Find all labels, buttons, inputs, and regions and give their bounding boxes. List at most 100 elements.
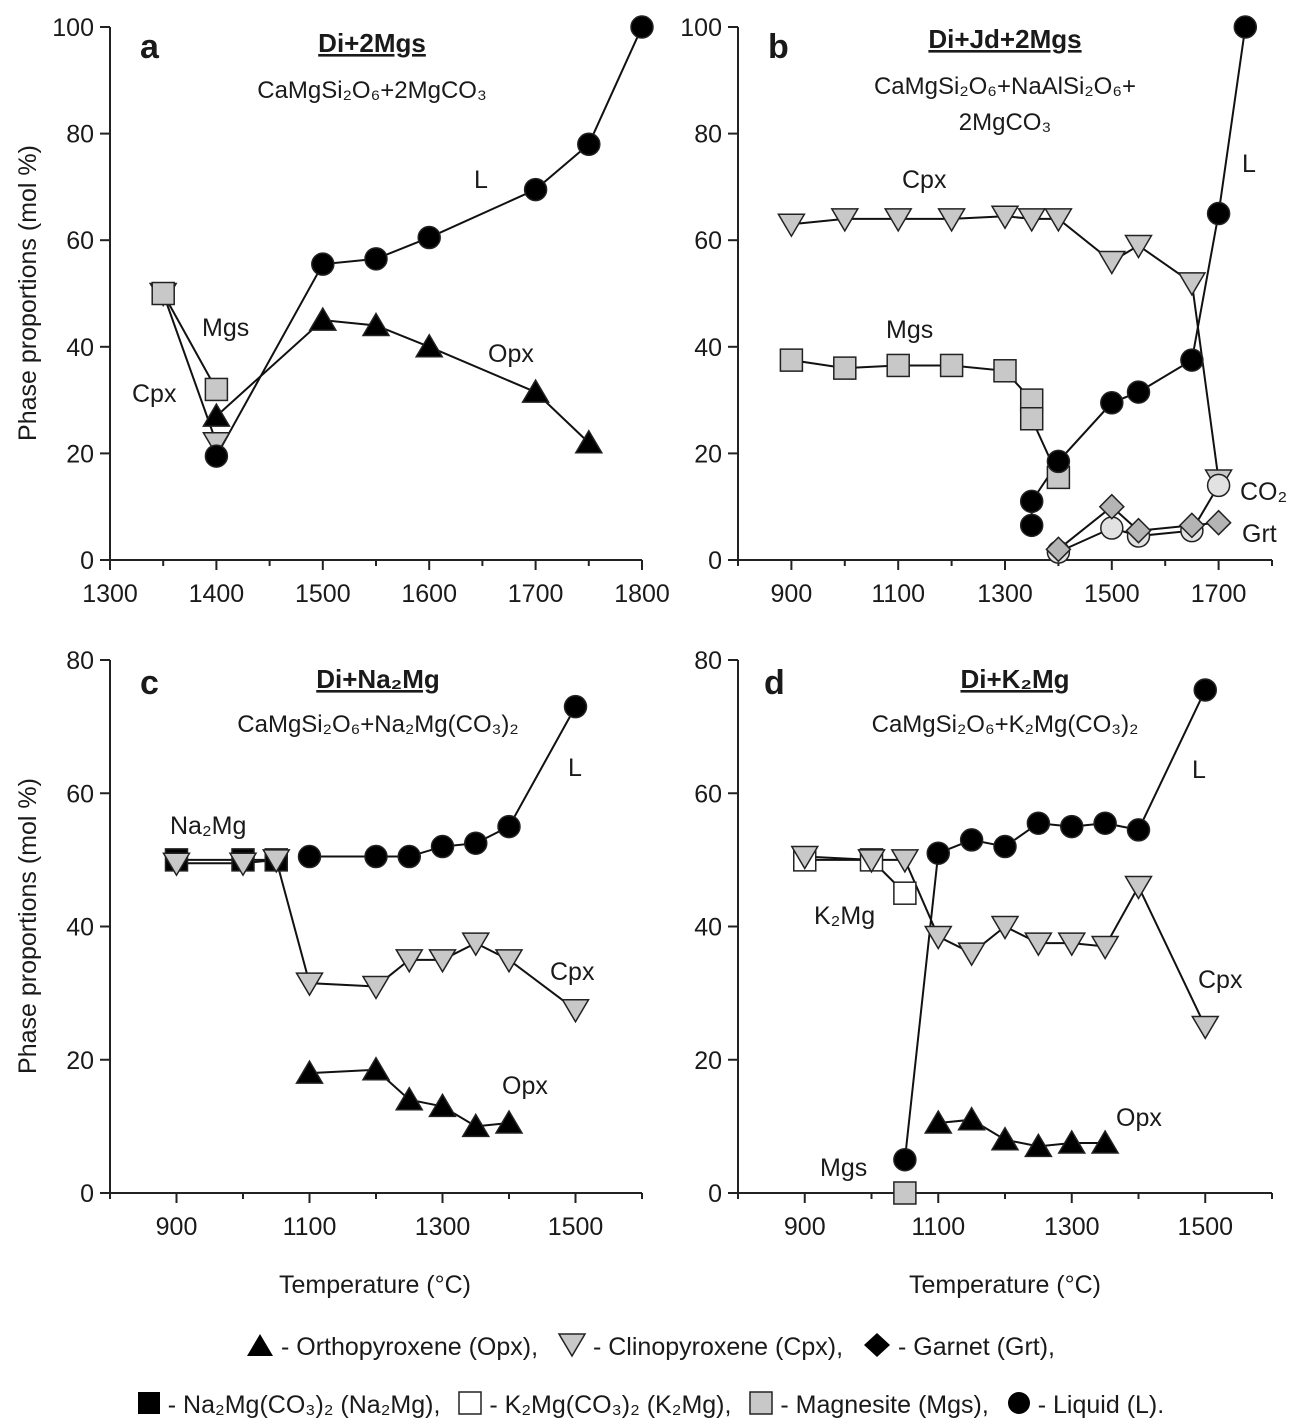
data-point-b-2 <box>1180 348 1204 372</box>
annotation-c-l: L <box>568 754 582 782</box>
data-point-d-4 <box>990 1126 1020 1151</box>
legend-item-cpx: - Clinopyroxene (Cpx), <box>557 1332 843 1362</box>
x-tick-label-a: 1500 <box>295 580 351 608</box>
annotation-d-mgs: Mgs <box>820 1154 867 1182</box>
data-point-d-2 <box>1093 811 1117 835</box>
data-point-b-0 <box>1017 208 1047 233</box>
data-point-b-2 <box>1046 449 1071 474</box>
annotation-b-mgs: Mgs <box>886 316 933 344</box>
data-point-c-3 <box>494 1109 524 1134</box>
data-point-b-4 <box>1098 493 1125 520</box>
data-point-a-3 <box>630 15 654 39</box>
series-line-c-1 <box>176 858 577 1011</box>
y-tick-label-c: 60 <box>66 780 94 808</box>
annotation-a-opx: Opx <box>488 340 534 368</box>
data-point-d-2 <box>1026 811 1051 835</box>
x-tick-label-d: 1300 <box>1044 1213 1100 1241</box>
data-point-b-2 <box>1126 380 1151 404</box>
data-point-c-1 <box>561 999 590 1024</box>
data-point-b-1 <box>1019 407 1044 431</box>
legend-item-opx: - Orthopyroxene (Opx), <box>245 1332 538 1362</box>
y-tick-label-b: 0 <box>708 547 722 575</box>
data-point-b-0 <box>990 205 1020 230</box>
data-point-b-1 <box>993 359 1017 383</box>
data-point-d-1 <box>1024 932 1053 957</box>
legend-cpx-triangle-icon <box>557 1333 587 1358</box>
y-tick-label-d: 60 <box>694 780 722 808</box>
data-point-a-3 <box>364 247 388 271</box>
data-point-a-2 <box>151 281 175 306</box>
x-tick-label-a: 1400 <box>189 580 245 608</box>
panel-d-title: Di+K₂Mg <box>960 664 1069 694</box>
legend-label-mgs: - Magnesite (Mgs), <box>780 1391 989 1419</box>
chart-c: 0 20 40 60 80 900 1100 1300 1500 <box>66 647 643 1241</box>
annotation-a-mgs: Mgs <box>202 314 249 342</box>
figure-canvas: a Di+2Mgs CaMgSi₂O₆+2MgCO₃ Phase proport… <box>14 14 1287 1299</box>
data-point-c-3 <box>361 1056 391 1081</box>
data-point-a-3 <box>577 132 601 157</box>
annotation-a-l: L <box>474 166 488 194</box>
x-tick-label-b: 900 <box>771 580 813 608</box>
data-point-b-2 <box>1233 15 1258 39</box>
data-point-c-3 <box>394 1086 424 1111</box>
data-point-d-3 <box>893 1181 917 1205</box>
y-tick-label-a: 80 <box>66 121 94 149</box>
x-tick-label-c: 1100 <box>283 1213 337 1241</box>
data-point-b-3 <box>1100 516 1124 540</box>
data-point-d-0 <box>893 881 917 905</box>
data-point-d-2 <box>1060 814 1084 839</box>
data-point-c-3 <box>461 1112 491 1138</box>
panel-b: b Di+Jd+2Mgs CaMgSi₂O₆+NaAlSi₂O₆+ 2MgCO₃… <box>768 24 1287 548</box>
y-tick-label-c: 80 <box>66 647 94 675</box>
panel-c-ylabel: Phase proportions (mol %) <box>14 778 42 1074</box>
data-point-a-0 <box>202 402 231 427</box>
data-point-d-4 <box>1057 1129 1087 1154</box>
panel-d-xlabel: Temperature (°C) <box>909 1271 1101 1299</box>
data-point-b-0 <box>1097 250 1127 275</box>
x-tick-label-c: 1500 <box>548 1213 604 1241</box>
data-point-b-4 <box>1125 517 1152 544</box>
legend-item-grt: - Garnet (Grt), <box>862 1332 1055 1362</box>
legend-label-cpx: - Clinopyroxene (Cpx), <box>592 1333 844 1361</box>
data-point-a-0 <box>361 312 391 337</box>
data-point-c-1 <box>261 849 291 874</box>
data-point-d-1 <box>1124 875 1153 900</box>
annotation-b-co2: CO₂ <box>1240 478 1287 506</box>
series-line-d-0 <box>804 858 906 894</box>
series-line-a-2 <box>162 293 218 390</box>
data-point-d-1 <box>1090 935 1120 960</box>
data-point-c-1 <box>361 975 391 1000</box>
data-point-c-1 <box>494 949 524 974</box>
x-tick-label-d: 900 <box>784 1213 826 1241</box>
y-tick-label-a: 100 <box>52 14 94 42</box>
data-point-d-2 <box>893 1147 917 1172</box>
y-tick-label-b: 80 <box>694 121 722 149</box>
x-tick-label-d: 1500 <box>1177 1213 1233 1241</box>
legend-liquid-circle-icon <box>1007 1392 1030 1414</box>
data-point-b-4 <box>1205 509 1232 536</box>
data-point-b-0 <box>777 213 806 238</box>
data-point-b-4 <box>1045 536 1072 563</box>
data-point-b-1 <box>833 356 857 380</box>
annotation-c-opx: Opx <box>502 1072 548 1100</box>
legend-row-1: - Orthopyroxene (Opx), - Clinopyroxene (… <box>0 1332 1300 1362</box>
data-point-d-4 <box>923 1109 953 1134</box>
data-point-b-1 <box>886 353 910 378</box>
x-tick-label-a: 1300 <box>82 580 138 608</box>
data-point-d-1 <box>857 849 886 874</box>
annotation-b-grt: Grt <box>1242 520 1277 548</box>
panel-d: d Di+K₂Mg CaMgSi₂O₆+K₂Mg(CO₃)₂ Temperatu… <box>764 664 1243 1299</box>
data-point-c-2 <box>464 831 488 855</box>
data-point-d-1 <box>890 849 920 874</box>
data-point-d-2 <box>1193 678 1217 702</box>
data-point-c-1 <box>162 852 191 877</box>
legend-mgs-square-icon <box>749 1391 774 1415</box>
panel-c: c Di+Na₂Mg CaMgSi₂O₆+Na₂Mg(CO₃)₂ Phase p… <box>14 664 595 1299</box>
legend-item-mgs: - Magnesite (Mgs), <box>748 1390 989 1420</box>
y-tick-label-b: 60 <box>694 227 722 255</box>
chart-b: 0 20 40 60 80 100 900 1100 1300 1500 1700 <box>680 14 1273 608</box>
data-point-b-0 <box>1044 208 1073 233</box>
data-point-b-1 <box>939 353 964 378</box>
y-tick-label-c: 0 <box>80 1180 94 1208</box>
data-point-b-3 <box>1206 473 1231 498</box>
